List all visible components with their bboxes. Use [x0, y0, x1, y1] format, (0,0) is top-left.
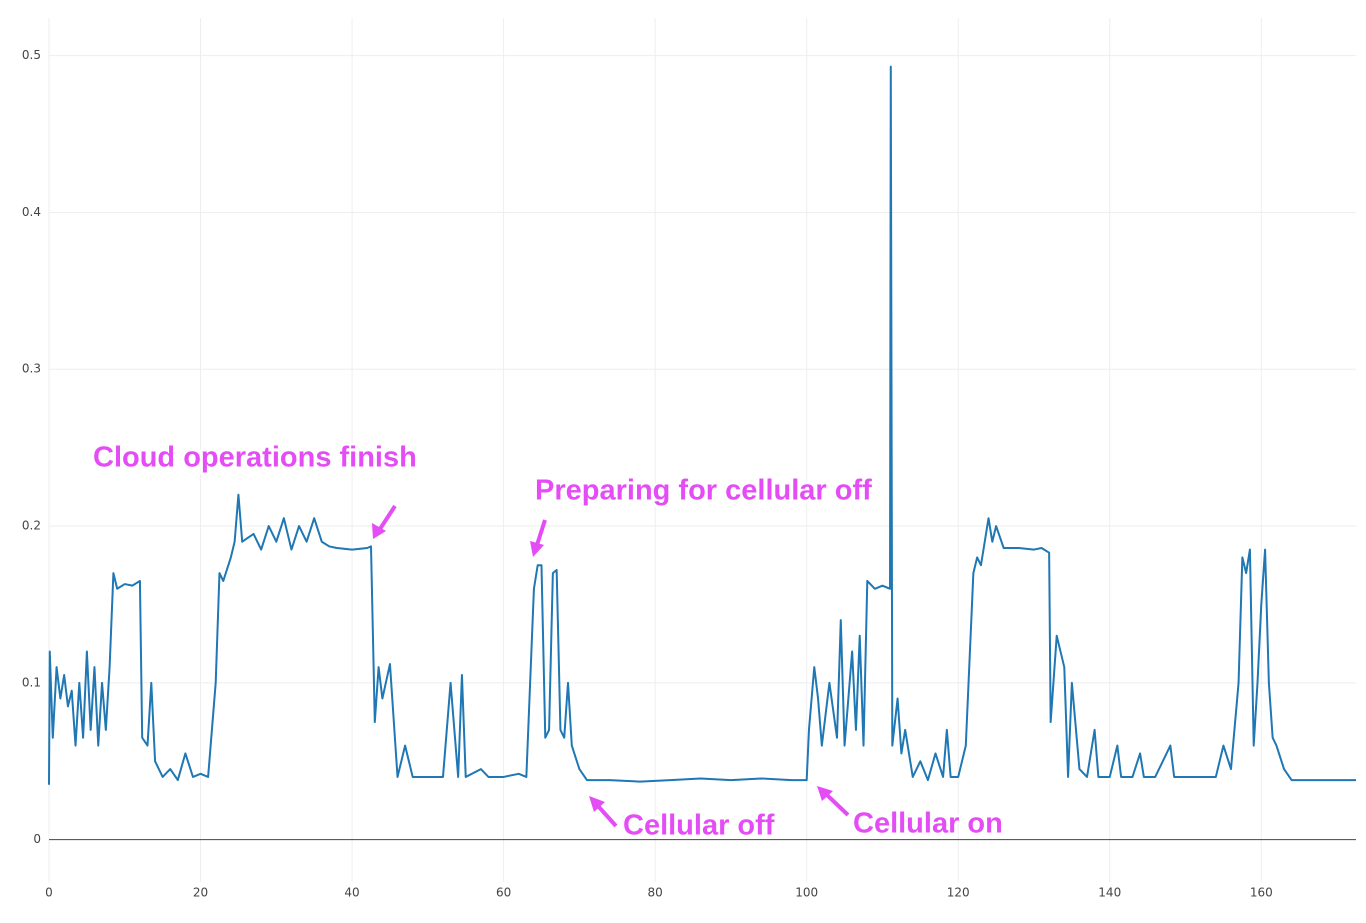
y-tick-label: 0 — [33, 832, 41, 846]
arrow-head — [589, 796, 605, 812]
arrows — [372, 504, 850, 828]
y-tick-label: 0.5 — [22, 48, 41, 62]
annotation: Cellular on — [853, 808, 1003, 840]
x-tick-label: 80 — [648, 886, 663, 900]
arrow — [596, 804, 618, 828]
annotation: Preparing for cellular off — [535, 475, 872, 507]
arrow — [825, 793, 850, 817]
x-tick-label: 60 — [496, 886, 511, 900]
arrow-head — [372, 523, 386, 539]
y-tick-label: 0.2 — [22, 519, 41, 533]
x-tick-label: 0 — [45, 886, 53, 900]
data-line — [48, 65, 1356, 785]
y-tick-label: 0.4 — [22, 205, 41, 219]
annotation: Cellular off — [623, 810, 775, 842]
x-tick-label: 140 — [1098, 886, 1121, 900]
arrow — [378, 504, 397, 531]
y-tick-label: 0.1 — [22, 675, 41, 689]
arrow-head — [817, 786, 833, 801]
x-tick-label: 100 — [795, 886, 818, 900]
arrow — [535, 519, 547, 546]
x-tick-label: 20 — [193, 886, 208, 900]
y-tick-label: 0.3 — [22, 362, 41, 376]
plot: 0 20 40 60 80 100 120 140 160 0 0.1 0.2 0.3 0.4 0.5 — [22, 18, 1356, 900]
annotation: Cloud operations finish — [93, 442, 417, 474]
arrow-head — [530, 541, 544, 557]
x-tick-label: 160 — [1250, 886, 1273, 900]
x-tick-label: 40 — [344, 886, 359, 900]
x-tick-label: 120 — [947, 886, 970, 900]
